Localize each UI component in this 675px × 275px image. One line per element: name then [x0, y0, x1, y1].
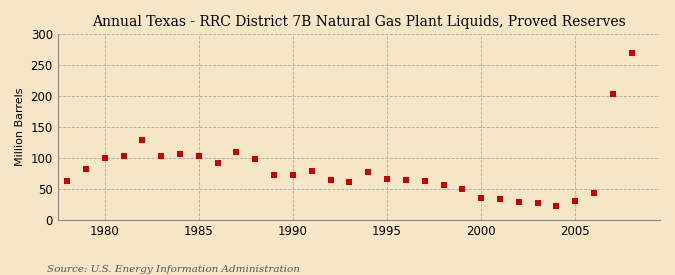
Point	[156, 154, 167, 159]
Point	[231, 150, 242, 154]
Point	[495, 197, 506, 201]
Point	[137, 138, 148, 142]
Point	[457, 187, 468, 191]
Point	[99, 155, 110, 160]
Point	[118, 154, 129, 159]
Point	[175, 152, 186, 157]
Point	[514, 199, 524, 204]
Point	[269, 173, 279, 177]
Point	[608, 92, 618, 97]
Point	[80, 167, 91, 172]
Point	[61, 179, 72, 183]
Point	[194, 154, 205, 159]
Point	[476, 196, 487, 201]
Point	[589, 191, 599, 195]
Y-axis label: Million Barrels: Million Barrels	[15, 88, 25, 166]
Point	[533, 201, 543, 206]
Point	[363, 170, 374, 174]
Point	[419, 179, 430, 183]
Point	[626, 51, 637, 55]
Point	[306, 168, 317, 173]
Text: Source: U.S. Energy Information Administration: Source: U.S. Energy Information Administ…	[47, 265, 300, 274]
Point	[344, 180, 355, 184]
Title: Annual Texas - RRC District 7B Natural Gas Plant Liquids, Proved Reserves: Annual Texas - RRC District 7B Natural G…	[92, 15, 626, 29]
Point	[250, 157, 261, 162]
Point	[400, 178, 411, 182]
Point	[551, 204, 562, 208]
Point	[381, 177, 392, 181]
Point	[438, 183, 449, 187]
Point	[325, 178, 336, 182]
Point	[570, 199, 580, 203]
Point	[288, 173, 298, 177]
Point	[212, 161, 223, 165]
